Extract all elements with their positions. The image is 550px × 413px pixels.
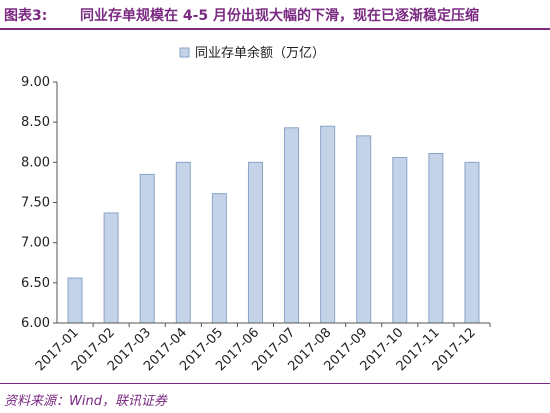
bar [428, 152, 444, 324]
bar [356, 135, 372, 324]
y-axis-ticks: 6.00 6.50 7.00 7.50 8.00 8.50 9.00 [21, 75, 57, 331]
y-tick-label: 6.50 [21, 276, 50, 291]
bar [67, 277, 83, 324]
footer-rule [0, 383, 550, 384]
bar [320, 125, 336, 324]
y-tick-label: 7.00 [21, 236, 50, 251]
legend: 同业存单余额（万亿） [179, 45, 325, 61]
bar [139, 173, 155, 324]
y-tick-label: 8.00 [21, 155, 50, 170]
figure-title: 同业存单规模在 4-5 月份出现大幅的下滑，现在已逐渐稳定压缩 [80, 8, 480, 24]
source-note: 资料来源：Wind，联讯证券 [4, 394, 167, 409]
header-rule [0, 28, 550, 30]
bar [103, 212, 119, 324]
figure-label: 图表3: [4, 8, 48, 24]
bar [175, 161, 191, 324]
legend-swatch [179, 47, 190, 58]
bar [247, 161, 263, 324]
bar [211, 193, 227, 324]
y-tick-label: 8.50 [21, 115, 50, 130]
bar-chart: 同业存单余额（万亿） 6.006.507.007.508.008.509.00 … [21, 45, 491, 374]
bar [284, 127, 300, 324]
figure-header: 图表3: 同业存单规模在 4-5 月份出现大幅的下滑，现在已逐渐稳定压缩 [0, 0, 550, 30]
bar [464, 161, 480, 324]
x-axis-ticks: 2017-012017-022017-032017-042017-052017-… [33, 323, 491, 374]
y-tick-label: 7.50 [21, 196, 50, 211]
bars [67, 125, 480, 324]
y-tick-label: 9.00 [21, 75, 50, 90]
bar [392, 157, 408, 324]
y-tick-label: 6.00 [21, 316, 50, 331]
legend-label: 同业存单余额（万亿） [195, 45, 325, 61]
